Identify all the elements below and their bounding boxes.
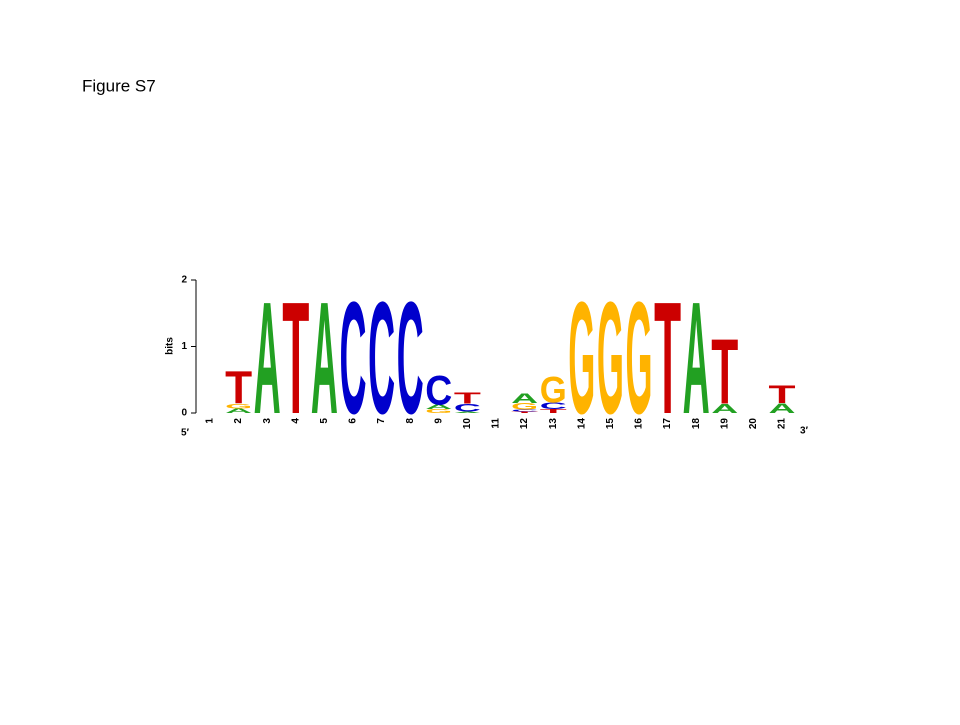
x-tick-label: 13 xyxy=(548,418,559,430)
three-prime-label: 3′ xyxy=(800,426,809,437)
logo-letter: A xyxy=(254,269,281,448)
logo-letter: A xyxy=(311,269,338,448)
x-tick-label: 12 xyxy=(519,418,530,430)
y-axis-label: bits xyxy=(165,337,176,355)
x-tick-label: 6 xyxy=(348,418,359,424)
x-tick-label: 5 xyxy=(319,418,330,424)
logo-letter: T xyxy=(769,381,796,409)
logo-letter: A xyxy=(225,407,252,414)
logo-letter: C xyxy=(397,269,424,448)
logo-letter: C xyxy=(454,402,481,414)
logo-letter: T xyxy=(654,269,681,448)
logo-letter: A xyxy=(425,403,452,410)
x-tick-label: 17 xyxy=(662,418,673,430)
figure-title: Figure S7 xyxy=(82,76,156,95)
logo-letter: T xyxy=(511,411,539,413)
five-prime-label: 5′ xyxy=(181,428,190,439)
logo-letter: C xyxy=(425,368,452,414)
x-tick-label: 11 xyxy=(491,418,502,429)
logo-letter: C xyxy=(368,269,395,448)
x-tick-label: 15 xyxy=(605,418,616,430)
x-tick-label: 7 xyxy=(376,418,387,424)
x-tick-label: 21 xyxy=(777,418,788,430)
x-tick-label: 19 xyxy=(719,418,730,430)
logo-letter: A xyxy=(711,402,738,416)
x-tick-label: 1 xyxy=(205,418,216,424)
logo-letter: G xyxy=(511,401,538,411)
x-tick-label: 3 xyxy=(262,418,273,424)
logo-letter: T xyxy=(454,390,481,408)
x-tick-label: 14 xyxy=(576,418,587,430)
logo-letter: G xyxy=(626,269,653,448)
x-tick-label: 9 xyxy=(433,418,444,424)
x-tick-label: 20 xyxy=(748,418,759,430)
logo-letter: G xyxy=(425,408,452,414)
logo-letter: G xyxy=(568,269,595,448)
x-tick-label: 18 xyxy=(691,418,702,430)
y-tick-label: 0 xyxy=(181,408,187,419)
x-tick-label: 4 xyxy=(290,418,301,424)
logo-letter: G xyxy=(597,269,624,448)
y-tick-label: 2 xyxy=(181,275,187,286)
logo-letter: T xyxy=(711,320,738,423)
logo-letter: G xyxy=(540,370,567,411)
x-tick-label: 16 xyxy=(634,418,645,430)
x-tick-label: 8 xyxy=(405,418,416,424)
logo-letter: T xyxy=(282,269,309,448)
y-tick-label: 1 xyxy=(181,341,187,352)
logo-letter: T xyxy=(225,362,252,414)
logo-letter: A xyxy=(454,411,481,413)
logo-letter: G xyxy=(225,403,252,410)
x-tick-label: 10 xyxy=(462,418,473,430)
x-tick-label: 2 xyxy=(233,418,244,424)
logo-letter: C xyxy=(511,409,538,412)
logo-letter: C xyxy=(340,269,367,448)
logo-letter: A xyxy=(683,269,710,448)
logo-letter: A xyxy=(769,401,796,416)
logo-letter: C xyxy=(540,401,567,411)
logo-letter: A xyxy=(511,391,538,406)
logo-letter: T xyxy=(540,408,567,414)
